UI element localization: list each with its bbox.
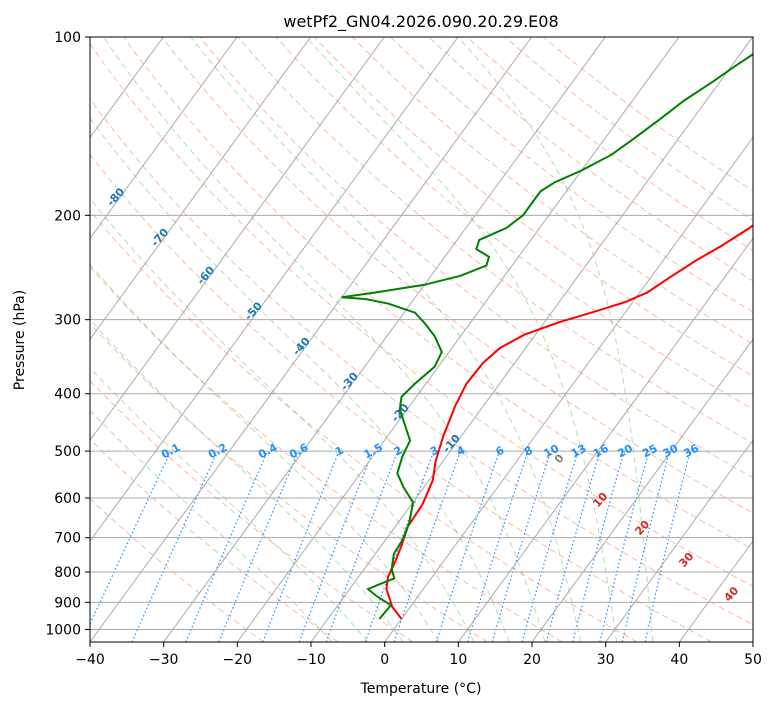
mixing-ratio-line-0.6 [218,450,300,642]
moist-adiabat-35 [457,37,654,642]
moist-adiabat-25 [190,37,582,642]
isotherm--60 [90,37,385,442]
dry-adiabat-160 [466,37,753,251]
mixing-ratio-line-8 [466,450,529,642]
isotherm--80 [90,37,238,240]
y-tick-label: 500 [54,444,81,460]
dry-adiabat-80 [161,37,753,514]
mixing-ratio-line-0.1 [90,450,172,626]
x-tick-label: 40 [670,652,688,668]
x-tick-label: −20 [223,652,253,668]
mixing-ratio-line-6 [435,450,500,642]
mixing-ratio-line-36 [644,450,691,642]
x-tick-label: 0 [380,652,389,668]
moist-adiabat-0 [90,318,404,642]
mixing-ratio-line-0.4 [185,450,269,642]
mixing-ratio-label: 16 [591,442,611,461]
y-tick-label: 800 [54,565,81,581]
mixing-ratio-line-20 [572,450,625,642]
y-axis: 1000 900 800 700 600 500 400 300 200 100 [45,30,90,638]
y-axis-label: Pressure (hPa) [12,290,28,390]
mixing-ratio-label: 36 [681,442,701,461]
mixing-ratio-line-4 [393,450,462,642]
x-tick-label: 50 [744,652,762,668]
x-tick-label: 30 [597,652,615,668]
x-tick-label: −10 [296,652,326,668]
mixing-ratio-line-13 [521,450,579,642]
x-axis: −40 −30 −20 −10 0 10 20 30 40 50 [75,642,762,668]
y-tick-label: 900 [54,595,81,611]
y-tick-label: 300 [54,313,81,329]
temperature-line [385,224,753,620]
dry-adiabat-20 [90,265,563,642]
dry-adiabat-30 [90,209,638,642]
isotherm-label: -100 [42,62,70,91]
isotherm--10 [310,37,753,642]
y-tick-label: 200 [54,208,81,224]
mixing-ratio-label: 13 [569,442,589,461]
plot-background [90,37,753,642]
profile-series [341,53,753,620]
mixing-ratio-line-0.2 [131,450,219,642]
x-tick-label: −30 [149,652,179,668]
isotherm--50 [90,37,459,542]
moist-adiabat-20 [103,37,546,642]
moist-adiabats [90,37,654,642]
dry-adiabat--20 [90,498,264,642]
x-tick-label: 10 [449,652,467,668]
dry-adiabat-110 [275,37,753,410]
moist-adiabat-15 [90,117,510,642]
dry-adiabat-50 [90,98,753,626]
chart-title: wetPf2_GN04.2026.090.20.29.E08 [283,12,558,32]
moist-adiabat-30 [305,37,618,642]
dry-adiabat-100 [237,37,753,444]
isotherm--30 [163,37,606,642]
x-tick-label: −40 [75,652,105,668]
mixing-ratio-label: 20 [615,442,635,461]
isotherm--20 [236,37,680,642]
dry-adiabat-40 [90,153,712,642]
dewpoint-line [341,53,753,620]
dry-adiabat-150 [428,37,753,282]
mixing-ratio-label: 25 [640,442,660,461]
mixing-ratio-line-10 [491,450,552,642]
dry-adiabat-60 [90,42,753,588]
mixing-ratio-label: 30 [661,442,681,461]
isotherm-10 [457,237,753,642]
dry-adiabat-70 [123,37,753,551]
y-tick-label: 100 [54,30,81,46]
x-tick-label: 20 [523,652,541,668]
isotherm-30 [605,439,753,642]
mixing-ratio-line-30 [621,450,671,642]
x-axis-label: Temperature (°C) [360,681,482,697]
mixing-ratio-line-25 [599,450,650,642]
plot-frame [89,36,754,643]
isotherm--70 [90,37,312,341]
dry-adiabat-140 [390,37,753,313]
dry-adiabats [90,37,753,642]
dry-adiabat-10 [90,322,488,642]
isotherm--40 [90,37,533,642]
mixing-ratio-label: 10 [542,442,562,461]
moist-adiabat-5 [90,263,439,642]
y-tick-label: 600 [54,491,81,507]
moist-adiabat--10 [90,409,333,642]
isotherm-50 [752,641,753,642]
dry-adiabat-0 [90,380,414,642]
isotherm-label: -90 [67,135,90,159]
y-tick-label: 1000 [45,622,81,638]
y-tick-label: 400 [54,387,81,403]
y-tick-label: 700 [54,531,81,547]
